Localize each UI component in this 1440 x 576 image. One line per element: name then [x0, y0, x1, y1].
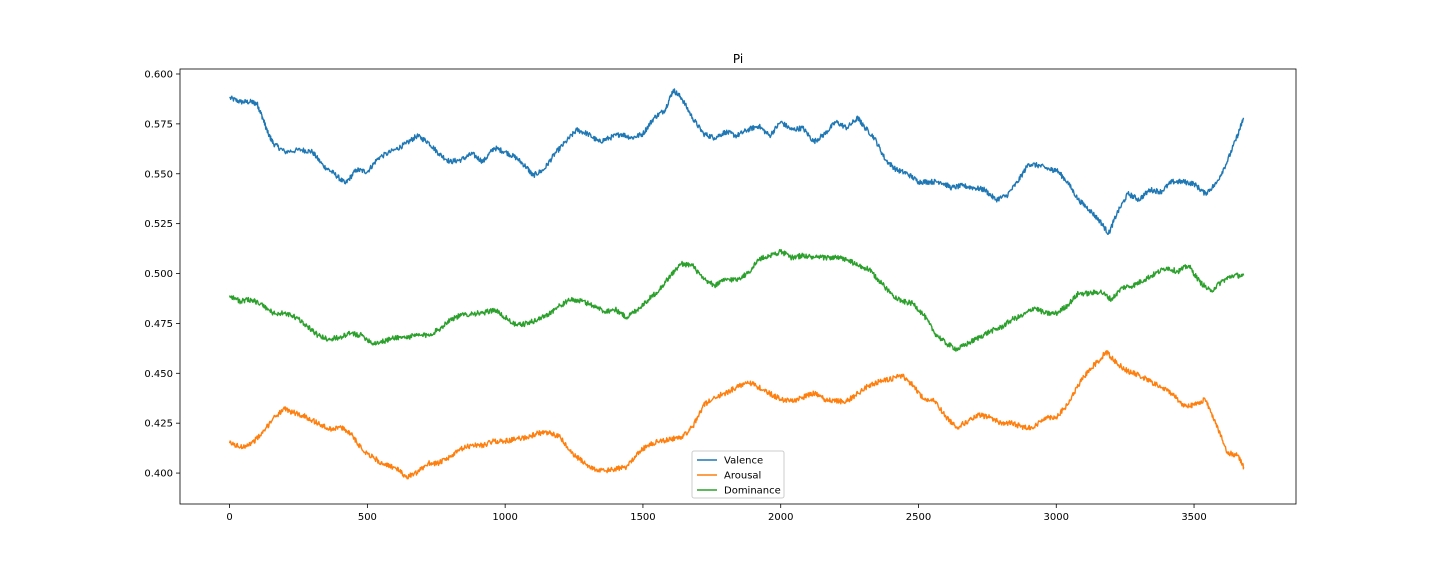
x-tick-label: 3500 — [1181, 512, 1206, 523]
x-tick-label: 1500 — [630, 512, 655, 523]
y-tick-label: 0.600 — [144, 69, 173, 80]
plot-frame — [179, 68, 1297, 505]
chart-title: Pi — [733, 52, 743, 66]
x-tick-label: 2500 — [906, 512, 931, 523]
y-tick-label: 0.525 — [144, 219, 173, 230]
x-tick-label: 1000 — [492, 512, 517, 523]
x-tick-label: 3000 — [1044, 512, 1069, 523]
y-tick-label: 0.500 — [144, 269, 173, 280]
legend-label-valence: Valence — [724, 456, 763, 467]
legend-box — [691, 450, 785, 499]
y-tick-label: 0.475 — [144, 319, 173, 330]
series-line-dominance — [228, 248, 1245, 352]
series-line-valence — [229, 88, 1245, 235]
legend-label-arousal: Arousal — [724, 471, 761, 482]
axes-layer: 0 500 1000 1500 2000 2500 3000 3500 0.400 0.425 0.… — [144, 68, 1297, 523]
legend-label-dominance: Dominance — [724, 486, 781, 497]
y-tick-label: 0.450 — [144, 369, 173, 380]
y-tick-label: 0.425 — [144, 419, 173, 430]
y-tick-label: 0.400 — [144, 469, 173, 480]
x-tick-label: 2000 — [768, 512, 793, 523]
x-tick-label: 500 — [358, 512, 377, 523]
y-tick-label: 0.575 — [144, 119, 173, 130]
legend: Valence Arousal Dominance — [691, 450, 785, 499]
series-layer — [228, 88, 1245, 480]
series-line-arousal — [228, 350, 1245, 480]
y-tick-label: 0.550 — [144, 169, 173, 180]
x-tick-label: 0 — [226, 512, 232, 523]
